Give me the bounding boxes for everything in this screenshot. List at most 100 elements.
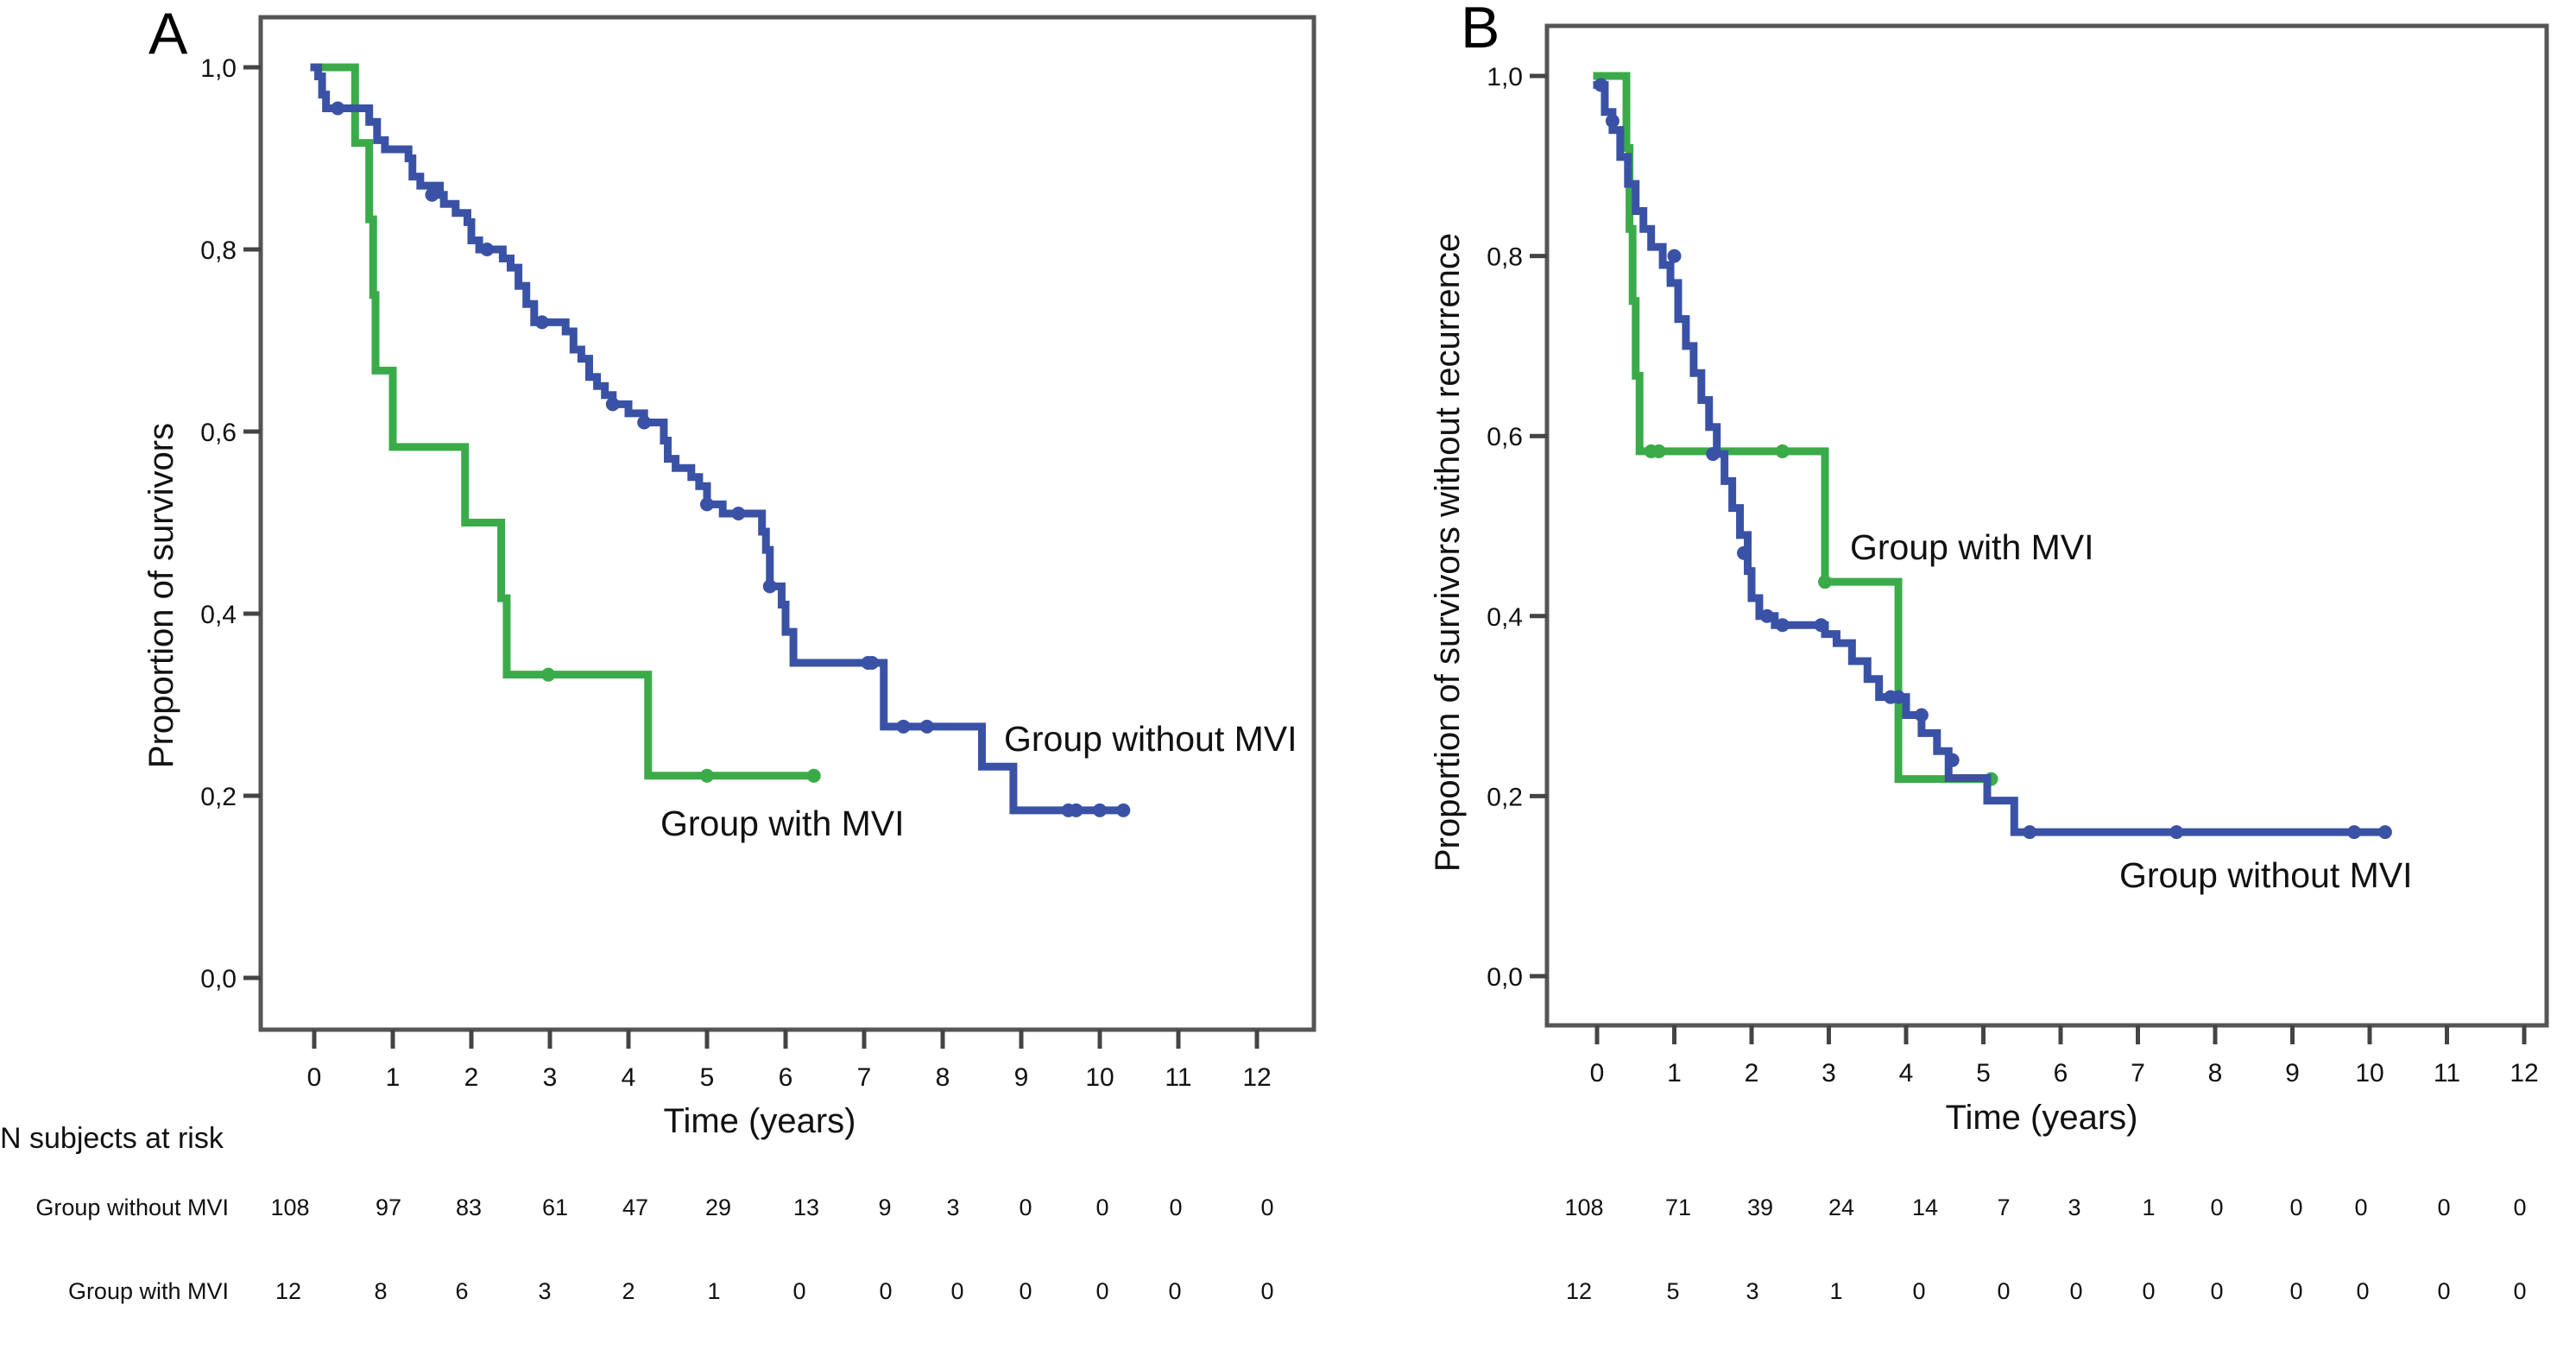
- x-tick-label: 8: [2208, 1059, 2223, 1087]
- risk-value-a: 0: [1168, 1278, 1181, 1304]
- censor-mark-group-without-mvi: [605, 397, 620, 412]
- risk-table-header: N subjects at risk: [0, 1122, 224, 1155]
- x-tick-label: 6: [2054, 1059, 2068, 1087]
- y-axis-title-a: Proportion of survivors: [142, 423, 180, 768]
- annotation-a-with-mvi: Group with MVI: [660, 804, 905, 843]
- censor-mark-group-without-mvi: [1069, 803, 1083, 817]
- risk-value-b: 0: [2210, 1195, 2223, 1220]
- x-axis-title-a: Time (years): [664, 1102, 856, 1140]
- y-tick-label: 0,2: [1487, 783, 1523, 811]
- km-curve-group-with-mvi: [1593, 72, 1995, 784]
- x-tick-label: 5: [1976, 1059, 1991, 1087]
- risk-value-b: 0: [1997, 1278, 2010, 1304]
- risk-value-b: 3: [2068, 1195, 2080, 1220]
- y-tick-label: 0,8: [1487, 243, 1523, 272]
- risk-value-a: 0: [1095, 1278, 1108, 1304]
- censor-mark-group-without-mvi: [480, 243, 495, 256]
- x-axis-title-b: Time (years): [1946, 1099, 2138, 1137]
- x-tick-label: 11: [1165, 1063, 1191, 1092]
- km-curve-group-without-mvi: [310, 63, 1127, 815]
- km-curve-group-with-mvi: [310, 63, 818, 780]
- x-tick-label: 8: [936, 1063, 950, 1092]
- curves-b: [1593, 72, 2392, 840]
- risk-value-a: 3: [538, 1278, 551, 1304]
- risk-value-a: 0: [792, 1278, 805, 1304]
- x-tick-label: 6: [779, 1063, 793, 1092]
- risk-value-b: 1: [1829, 1278, 1842, 1304]
- risk-value-a: 0: [1019, 1195, 1032, 1220]
- risk-value-a: 47: [622, 1195, 648, 1220]
- annotation-b-without-mvi: Group without MVI: [2119, 855, 2413, 895]
- plot-frame-b: [1544, 23, 2549, 1028]
- risk-value-a: 0: [1095, 1195, 1108, 1220]
- y-tick-label: 0,4: [200, 601, 237, 629]
- risk-value-a: 1: [707, 1278, 720, 1304]
- risk-value-a: 6: [455, 1278, 468, 1304]
- panel-a: A 0,00,20,40,60,81,0 0 1 2 3 4 5 6 7 8 9 10 11 12 Pr…: [142, 1, 1316, 1140]
- risk-value-b: 0: [2069, 1278, 2082, 1304]
- censor-mark-group-without-mvi: [762, 579, 777, 594]
- censor-mark-group-without-mvi: [700, 497, 714, 512]
- risk-row-label-with-mvi: Group with MVI: [68, 1278, 229, 1304]
- x-tick-label: 0: [1590, 1059, 1605, 1087]
- censor-mark-group-with-mvi: [541, 667, 556, 682]
- y-tick-label: 0,4: [1487, 603, 1523, 632]
- risk-value-a: 61: [542, 1195, 568, 1220]
- risk-value-a: 3: [946, 1195, 959, 1220]
- x-tick-label: 7: [857, 1063, 872, 1092]
- risk-value-a: 0: [1019, 1278, 1032, 1304]
- censor-mark-group-without-mvi: [1667, 249, 1682, 263]
- y-tick-label: 0,6: [1487, 423, 1523, 451]
- censor-mark-group-without-mvi: [865, 655, 880, 670]
- x-tick-label: 10: [2355, 1059, 2383, 1087]
- x-tick-label: 7: [2131, 1059, 2145, 1087]
- x-tick-label: 12: [1242, 1063, 1271, 1092]
- censor-mark-group-with-mvi: [1775, 444, 1790, 458]
- risk-value-b: 71: [1665, 1195, 1691, 1220]
- risk-value-a: 0: [1260, 1278, 1273, 1304]
- risk-value-a: 12: [275, 1278, 301, 1304]
- annotation-b-with-mvi: Group with MVI: [1850, 527, 2094, 567]
- censor-mark-group-without-mvi: [2169, 825, 2184, 840]
- x-axis-b: 0 1 2 3 4 5 6 7 8 9 10 11 12: [1590, 1025, 2539, 1087]
- y-tick-label: 1,0: [1487, 63, 1523, 91]
- x-tick-label: 2: [1745, 1059, 1759, 1087]
- risk-value-b: 14: [1912, 1195, 1938, 1220]
- x-tick-label: 2: [464, 1063, 479, 1092]
- risk-value-b: 0: [2354, 1195, 2367, 1220]
- x-tick-label: 1: [386, 1063, 401, 1092]
- censor-mark-group-without-mvi: [331, 101, 345, 116]
- censor-mark-group-without-mvi: [896, 719, 911, 734]
- censor-mark-group-without-mvi: [1594, 78, 1608, 92]
- risk-value-a: 0: [1169, 1195, 1182, 1220]
- x-tick-label: 4: [1899, 1059, 1914, 1087]
- risk-value-b: 24: [1828, 1195, 1854, 1220]
- y-tick-label: 0,6: [200, 419, 237, 447]
- y-axis-a: 0,0 0,2 0,4 0,6 0,8 1,0: [200, 54, 261, 993]
- censor-mark-group-without-mvi: [1814, 618, 1828, 633]
- censor-mark-group-without-mvi: [1605, 114, 1619, 129]
- x-tick-label: 10: [1085, 1063, 1114, 1092]
- censor-mark-group-without-mvi: [1759, 608, 1774, 623]
- risk-value-b: 0: [2356, 1278, 2369, 1304]
- x-tick-label: 12: [2510, 1059, 2538, 1087]
- y-tick-label: 0,2: [200, 783, 237, 811]
- risk-value-b: 0: [2210, 1278, 2223, 1304]
- risk-value-a: 97: [376, 1195, 401, 1220]
- risk-value-a: 0: [950, 1278, 963, 1304]
- censor-mark-group-with-mvi: [1818, 575, 1833, 589]
- risk-value-b: 5: [1666, 1278, 1679, 1304]
- censor-mark-group-without-mvi: [1891, 690, 1906, 704]
- censor-mark-group-without-mvi: [637, 415, 652, 430]
- censor-mark-group-without-mvi: [1093, 803, 1107, 817]
- x-tick-label: 1: [1667, 1059, 1682, 1087]
- censor-mark-group-without-mvi: [1945, 753, 1960, 767]
- risk-value-b: 0: [2289, 1195, 2302, 1220]
- censor-mark-group-without-mvi: [731, 506, 746, 520]
- risk-value-b: 0: [2437, 1195, 2450, 1220]
- risk-value-b: 7: [1997, 1195, 2010, 1220]
- censor-mark-group-with-mvi: [1651, 444, 1666, 458]
- censor-mark-group-without-mvi: [425, 187, 439, 202]
- censor-mark-group-with-mvi: [700, 768, 714, 783]
